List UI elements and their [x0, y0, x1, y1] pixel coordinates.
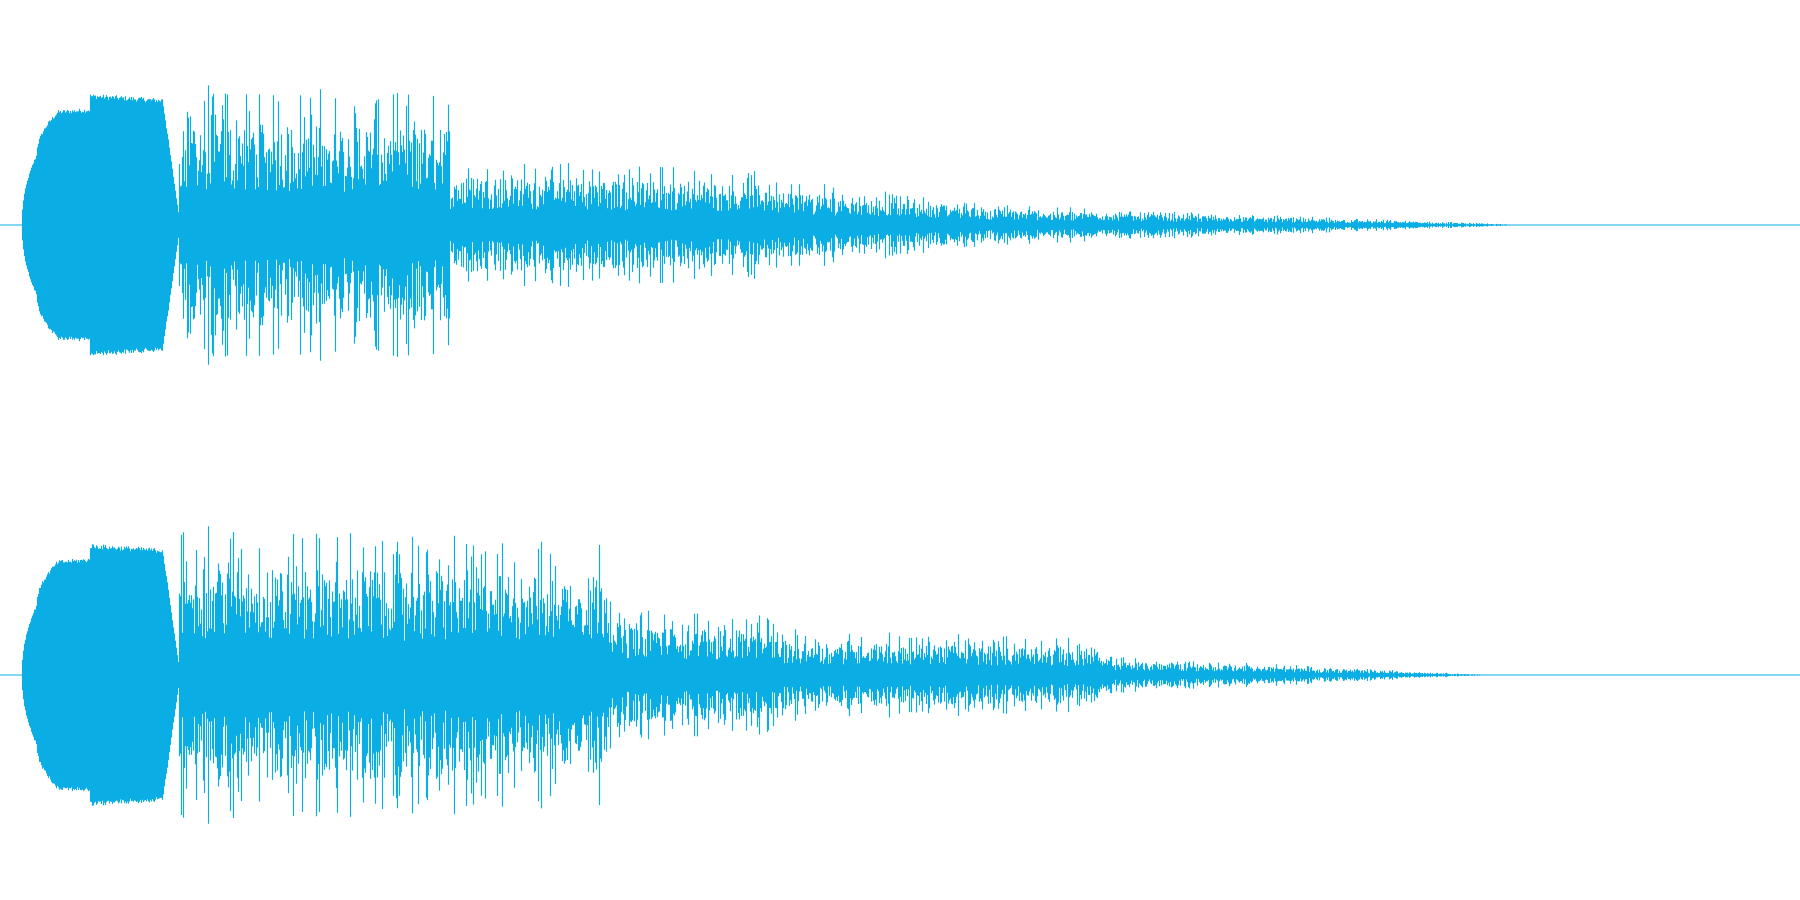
channel-2-waveform	[0, 526, 1800, 824]
channel-2-envelope	[21, 526, 1495, 824]
channel-1-waveform	[0, 85, 1800, 365]
channel-1-envelope	[21, 85, 1531, 365]
